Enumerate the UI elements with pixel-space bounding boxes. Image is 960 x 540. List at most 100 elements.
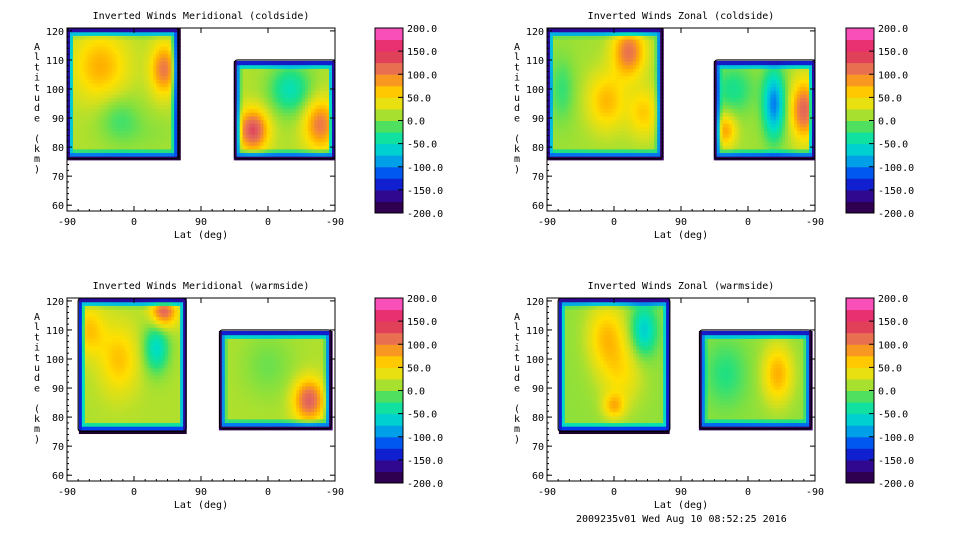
colorbar-tick-label: -50.0 bbox=[878, 140, 908, 151]
svg-text:d: d bbox=[34, 103, 40, 114]
data-region-1 bbox=[557, 298, 671, 435]
data-region-1 bbox=[547, 28, 664, 161]
y-tick-label: 100 bbox=[526, 85, 544, 96]
x-tick-label: 0 bbox=[611, 217, 617, 228]
svg-text:A: A bbox=[34, 42, 40, 53]
x-axis-label: Lat (deg) bbox=[654, 500, 708, 511]
data-region-2 bbox=[713, 59, 815, 161]
colorbar-tick-label: -200.0 bbox=[407, 209, 443, 220]
colorbar-tick-label: -150.0 bbox=[407, 186, 443, 197]
x-tick-label: -90 bbox=[326, 217, 344, 228]
chart-panel-3: Inverted Winds Meridional (warmside) 60 70… bbox=[34, 281, 443, 511]
colorbar-tick-label: 0.0 bbox=[407, 117, 425, 128]
chart-panel-1: Inverted Winds Meridional (coldside) 60 70… bbox=[34, 11, 443, 241]
y-tick-label: 80 bbox=[532, 413, 544, 424]
x-tick-label: -90 bbox=[326, 487, 344, 498]
svg-text:A: A bbox=[514, 42, 520, 53]
x-axis-label: Lat (deg) bbox=[654, 230, 708, 241]
colorbar-tick-label: 50.0 bbox=[407, 93, 431, 104]
x-tick-label: -90 bbox=[806, 487, 824, 498]
x-tick-label: 0 bbox=[745, 217, 751, 228]
y-tick-label: 70 bbox=[52, 442, 64, 453]
x-tick-label: 0 bbox=[265, 487, 271, 498]
y-tick-label: 120 bbox=[526, 27, 544, 38]
svg-text:i: i bbox=[514, 73, 520, 84]
y-tick-label: 70 bbox=[52, 172, 64, 183]
colorbar: 200.0 150.0 100.0 50.0 0.0 -50.0 -100.0 -150.0 -… bbox=[374, 24, 443, 220]
colorbar-tick-label: 200.0 bbox=[878, 24, 908, 35]
colorbar: 200.0 150.0 100.0 50.0 0.0 -50.0 -100.0 -150.0 -… bbox=[845, 24, 914, 220]
chart-title: Inverted Winds Meridional (warmside) bbox=[93, 281, 310, 292]
svg-text:i: i bbox=[34, 73, 40, 84]
colorbar-tick-label: 0.0 bbox=[878, 387, 896, 398]
colorbar-tick-label: 150.0 bbox=[407, 317, 437, 328]
data-region-2 bbox=[698, 329, 813, 431]
x-tick-label: 0 bbox=[265, 217, 271, 228]
chart-title: Inverted Winds Meridional (coldside) bbox=[93, 11, 310, 22]
svg-text:m: m bbox=[514, 154, 520, 165]
colorbar: 200.0 150.0 100.0 50.0 0.0 -50.0 -100.0 -150.0 -… bbox=[374, 294, 443, 490]
colorbar-tick-label: 100.0 bbox=[878, 340, 908, 351]
y-tick-label: 90 bbox=[532, 384, 544, 395]
y-tick-label: 120 bbox=[526, 297, 544, 308]
x-tick-label: -90 bbox=[538, 487, 556, 498]
colorbar-tick-label: -200.0 bbox=[878, 209, 914, 220]
chart-panel-2: Inverted Winds Zonal (coldside) 60 70 80 90 1… bbox=[514, 11, 914, 241]
svg-text:e: e bbox=[514, 113, 520, 124]
colorbar-tick-label: -50.0 bbox=[407, 410, 437, 421]
svg-text:k: k bbox=[34, 144, 40, 155]
x-axis-label: Lat (deg) bbox=[174, 500, 228, 511]
y-tick-label: 70 bbox=[532, 442, 544, 453]
x-tick-label: -90 bbox=[58, 217, 76, 228]
data-region-2 bbox=[218, 329, 333, 431]
chart-title: Inverted Winds Zonal (warmside) bbox=[588, 281, 775, 292]
colorbar-tick-label: -100.0 bbox=[407, 433, 443, 444]
colorbar-tick-label: -100.0 bbox=[878, 163, 914, 174]
colorbar-tick-label: 150.0 bbox=[878, 317, 908, 328]
contour-field bbox=[67, 28, 335, 161]
svg-text:(: ( bbox=[34, 134, 40, 145]
y-tick-label: 110 bbox=[526, 56, 544, 67]
svg-text:): ) bbox=[514, 164, 520, 175]
colorbar-tick-label: -50.0 bbox=[407, 140, 437, 151]
colorbar-tick-label: 150.0 bbox=[407, 47, 437, 58]
svg-text:l: l bbox=[34, 52, 40, 63]
colorbar-tick-label: 0.0 bbox=[878, 117, 896, 128]
colorbar-tick-label: 0.0 bbox=[407, 387, 425, 398]
colorbar-tick-label: -150.0 bbox=[878, 186, 914, 197]
colorbar-tick-label: 50.0 bbox=[878, 93, 902, 104]
y-tick-label: 80 bbox=[52, 413, 64, 424]
y-tick-label: 80 bbox=[52, 143, 64, 154]
colorbar-tick-label: -100.0 bbox=[878, 433, 914, 444]
y-tick-label: 70 bbox=[532, 172, 544, 183]
colorbar-tick-label: 200.0 bbox=[878, 294, 908, 305]
colorbar-tick-label: 150.0 bbox=[878, 47, 908, 58]
y-tick-label: 110 bbox=[46, 56, 64, 67]
svg-text:(: ( bbox=[514, 134, 520, 145]
svg-text:): ) bbox=[34, 164, 40, 175]
data-region-1 bbox=[67, 28, 181, 161]
svg-text:k: k bbox=[514, 144, 520, 155]
y-tick-label: 90 bbox=[532, 114, 544, 125]
chart-panel-4: Inverted Winds Zonal (warmside) 60 70 80 90 1… bbox=[514, 281, 914, 511]
colorbar-tick-label: 50.0 bbox=[878, 363, 902, 374]
y-tick-label: 100 bbox=[46, 355, 64, 366]
figure-footer: 2009235v01 Wed Aug 10 08:52:25 2016 bbox=[576, 514, 787, 525]
svg-text:t: t bbox=[514, 62, 520, 73]
data-region-1 bbox=[77, 298, 187, 435]
x-tick-label: 90 bbox=[675, 217, 687, 228]
contour-field bbox=[557, 298, 813, 435]
y-tick-label: 60 bbox=[52, 201, 64, 212]
y-tick-label: 110 bbox=[526, 326, 544, 337]
data-region-2 bbox=[233, 59, 335, 161]
x-tick-label: 0 bbox=[131, 217, 137, 228]
colorbar-tick-label: -100.0 bbox=[407, 163, 443, 174]
y-tick-label: 80 bbox=[532, 143, 544, 154]
y-tick-label: 120 bbox=[46, 27, 64, 38]
svg-text:e: e bbox=[34, 113, 40, 124]
svg-text:t: t bbox=[34, 83, 40, 94]
